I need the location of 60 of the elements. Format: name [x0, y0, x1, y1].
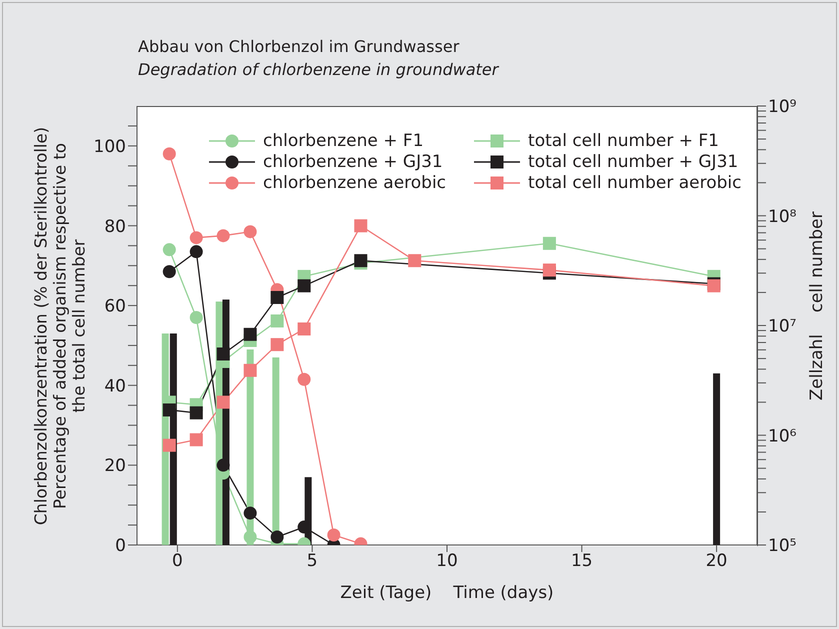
point [244, 506, 257, 520]
point [270, 338, 284, 352]
x-tick-label: 0 [172, 551, 183, 572]
point [190, 406, 203, 420]
point [190, 245, 203, 258]
point [216, 396, 230, 409]
chart-title: Abbau von Chlorbenzol im Grundwasser [138, 37, 460, 56]
point [298, 279, 311, 292]
legend-label: total cell number + F1 [528, 130, 719, 150]
y-tick-label: 100 [94, 136, 126, 157]
point [190, 311, 203, 324]
point [162, 147, 176, 160]
point [244, 328, 257, 341]
point [298, 322, 311, 336]
point [408, 254, 422, 268]
chart-subtitle: Degradation of chlorbenzene in groundwater [138, 60, 498, 79]
y-tick-label: 20 [104, 456, 126, 476]
y-tick-label: 80 [104, 216, 126, 237]
point [216, 347, 230, 360]
point [542, 264, 556, 277]
legend-label: total cell number + GJ31 [528, 152, 738, 172]
point [216, 458, 230, 472]
y2-tick-label: 10⁸ [768, 206, 797, 227]
legend-label: chlorbenzene aerobic [263, 172, 446, 192]
point [354, 254, 368, 268]
point [244, 225, 257, 238]
y-axis-title: Chlorbenzolkonzentration (% der Sterilkontrolle) Percentage of added organism respective to the total cell number [32, 125, 88, 527]
point [270, 530, 284, 544]
x-tick-label: 5 [306, 551, 318, 572]
point [190, 231, 203, 244]
y2-tick-label: 10⁵ [768, 536, 796, 556]
x-axis-title: Zeit (Tage) Time (days) [339, 583, 555, 603]
legend-label: chlorbenzene + F1 [263, 130, 424, 150]
y2-axis-title: Zellzahl cell number [807, 210, 827, 400]
point [542, 236, 556, 250]
legend-label: total cell number aerobic [528, 172, 742, 192]
x-tick-label: 10 [436, 551, 458, 572]
point [298, 372, 311, 386]
y2-tick-label: 10⁶ [768, 426, 797, 446]
y-tick-label: 0 [115, 536, 126, 556]
point [244, 530, 257, 544]
point [216, 229, 230, 242]
y2-tick-label: 10⁹ [768, 97, 797, 118]
y-tick-label: 40 [104, 376, 126, 396]
x-tick-label: 15 [570, 551, 593, 572]
point [244, 364, 257, 377]
point [270, 290, 284, 304]
bar [713, 373, 720, 545]
point [327, 528, 340, 542]
point [162, 265, 176, 278]
point [162, 438, 176, 452]
point [354, 219, 368, 232]
x-tick-label: 20 [706, 551, 728, 572]
point [162, 403, 176, 416]
y2-tick-label: 10⁷ [768, 316, 797, 337]
legend-label: chlorbenzene + GJ31 [263, 152, 443, 172]
point [270, 314, 284, 328]
y-tick-label: 60 [104, 296, 126, 317]
point [162, 243, 176, 256]
point [190, 433, 203, 446]
